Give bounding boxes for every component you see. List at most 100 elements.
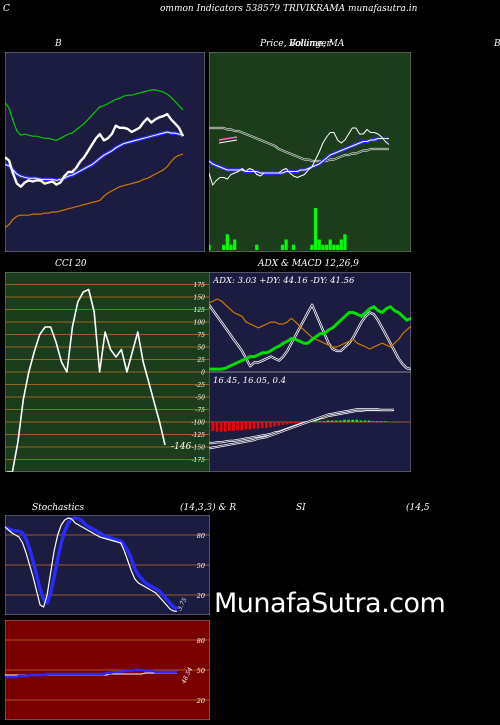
adx-line-inner [209,304,411,370]
macd-histogram-bar [281,422,285,425]
volume-bar [255,244,259,250]
stoch-tick-label: 80 [197,532,205,540]
volume-bar [321,244,325,250]
stoch-tick-label: 20 [196,592,205,600]
macd-histogram-bar [380,421,383,422]
adx-background [209,272,411,372]
stoch-tick-label: 50 [197,562,205,570]
macd-histogram-bar [219,422,223,432]
volume-bar [324,244,329,250]
macd-histogram-bar [297,422,301,423]
rsi-title: SI [296,503,306,513]
cci-tick-label: 75 [197,332,205,339]
cci-tick-label: -50 [195,395,205,402]
volume-bar [280,244,285,250]
macd-histogram-bar [248,422,252,430]
volume-bar [222,244,226,250]
macd-histogram-bar [314,421,317,422]
rsi-tick-label: 20 [196,697,205,705]
macd-histogram-bar [347,419,350,422]
macd-histogram-bar [371,421,375,422]
macd-histogram-bar [355,419,359,422]
macd-histogram-bar [228,422,231,431]
cci-last-value-label: -146 [171,442,191,452]
rsi-tick-label: 80 [197,637,205,645]
volume-bar [332,244,336,250]
cci-tick-label: 25 [196,357,205,364]
cci-tick-label: 0 [201,370,205,377]
cci-tick-label: -150 [192,445,206,452]
macd-histogram-bar [252,422,256,429]
right-letter: B [494,39,500,49]
price-volume-chart [209,52,411,252]
macd-histogram-bar [236,422,239,431]
rsi-params: (14,5 [406,503,430,513]
bb-price-line [5,112,185,188]
volume-bar [229,244,233,250]
ma-long-inner [209,127,389,162]
macd-histogram-bar [277,422,280,426]
macd-histogram-bar [339,420,342,422]
macd-histogram-bar [289,422,293,424]
cci-tick-label: -75 [195,407,205,414]
plus-di-line [209,305,411,371]
rsi-panel: 80 50 20 48.54 [5,620,210,720]
macd-values-label: 16.45, 16.05, 0.4 [213,376,286,386]
cci-chart: 175 150 125 100 75 50 25 0 -25 -50 -75 -100 -125 -150… [5,272,210,472]
cci-panel: 175 150 125 100 75 50 25 0 -25 -50 -75 -100 -125 -150… [5,272,210,472]
volume-bar [225,234,229,250]
stoch-params: (14,3,3) & R [180,503,237,513]
macd-histogram-bar [330,420,334,422]
macd-histogram-bar [359,420,363,422]
volume-bar [233,239,237,250]
cci-tick-label: -175 [192,457,206,464]
volume-bar [339,239,343,250]
macd-histogram-bar [363,420,367,422]
bollinger-background [5,52,205,252]
volume-bar [284,239,288,250]
macd-histogram-bar [293,422,297,424]
cci-tick-label: 50 [197,345,205,352]
macd-histogram-bar [322,421,326,422]
stochastics-title: Stochastics [32,503,85,513]
macd-histogram-bar [260,422,264,428]
macd-histogram-bar [285,422,289,425]
macd-histogram-bar [367,420,371,422]
macd-histogram-bar [384,421,387,422]
cci-tick-label: 125 [194,307,206,314]
macd-histogram-bar [334,420,338,422]
cci-title: CCI 20 [55,259,87,269]
macd-panel: 16.45, 16.05, 0.4 [209,372,411,472]
macd-histogram-bar [244,422,248,430]
legend-stub-white [218,139,238,144]
cci-line [7,288,166,472]
bb-title: B [55,39,62,49]
macd-histogram-bar [265,422,268,428]
volume-bar [209,244,211,250]
macd-histogram-bar [273,422,276,427]
macd-histogram-bar [240,422,243,431]
adx-values-label: ADX: 3.03 +DY: 44.16 -DY: 41.56 [212,276,355,286]
stoch-d-line [5,516,178,611]
header-left-letter: C [3,4,10,14]
bollinger-panel [5,52,205,252]
volume-bar [343,234,347,250]
cci-tick-label: 175 [194,282,206,289]
cci-tick-label: -25 [195,382,205,389]
price-overlay-title: Bollinger [289,39,331,49]
adx-panel: ADX: 3.03 +DY: 44.16 -DY: 41.56 [209,272,411,372]
macd-histogram-bar [351,419,354,422]
macd-histogram-bar [376,421,379,422]
bb-upper-line [5,89,184,142]
stochastics-panel: 80 50 20 3.75 [5,515,210,615]
macd-histogram-bar [232,422,235,431]
macd-histogram-bar [256,422,260,429]
macd-histogram-bar [223,422,227,432]
price-panel [209,52,411,252]
volume-bar [335,244,340,250]
header-title: ommon Indicators 538579 TRIVIKRAMA munaf… [160,4,418,14]
macd-histogram-bar [318,421,322,422]
minus-di-line [209,298,411,350]
